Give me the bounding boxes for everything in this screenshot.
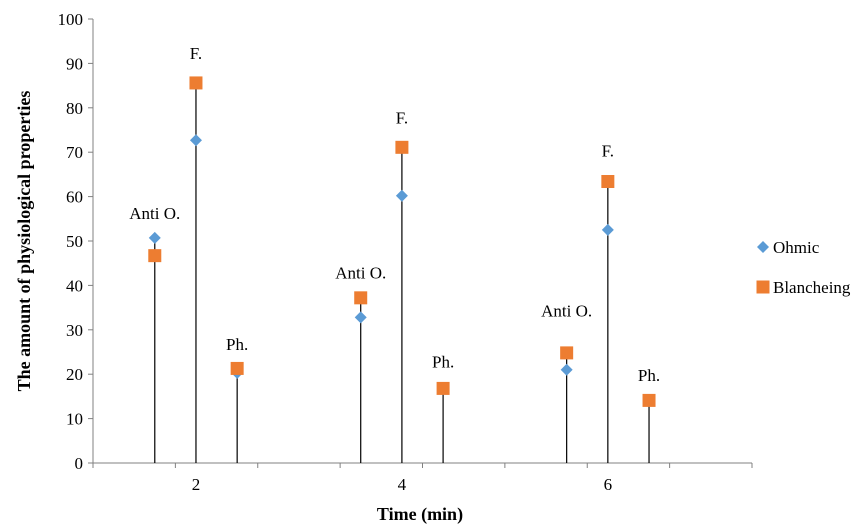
legend: Ohmic Blancheing — [756, 238, 851, 297]
y-axis-title: The amount of physiological properties — [14, 91, 34, 392]
ohmic-point — [601, 223, 614, 236]
ohmic-point — [189, 134, 202, 147]
annotation-label: Ph. — [432, 353, 454, 372]
annotation-label: Ph. — [638, 366, 660, 385]
blancheing-point — [642, 393, 656, 407]
y-tick-label: 0 — [75, 454, 84, 473]
y-tick-label: 100 — [58, 10, 84, 29]
y-tick-label: 20 — [66, 365, 83, 384]
blancheing-point — [148, 249, 162, 263]
y-tick-label: 50 — [66, 232, 83, 251]
y-tick-label: 30 — [66, 321, 83, 340]
blancheing-point — [189, 76, 203, 90]
legend-label-blancheing: Blancheing — [773, 278, 851, 297]
y-tick-label: 40 — [66, 276, 83, 295]
ohmic-point — [148, 231, 161, 244]
y-tick-label: 70 — [66, 143, 83, 162]
annotation-label: F. — [602, 142, 614, 161]
x-tick-label: 2 — [192, 475, 201, 494]
annotation-label: Anti O. — [335, 264, 386, 283]
axes: 0 10 20 30 40 50 60 70 80 90 100 2 4 6 — [58, 10, 753, 494]
ohmic-point — [560, 363, 573, 376]
y-tick-label: 60 — [66, 188, 83, 207]
x-tick-label: 6 — [604, 475, 613, 494]
legend-marker-ohmic — [757, 241, 769, 253]
blancheing-point — [560, 346, 574, 360]
blancheing-point — [354, 291, 368, 305]
annotations: Anti O. F. Ph. Anti O. F. Ph. Anti O. F. Ph. — [129, 44, 660, 385]
legend-marker-blancheing — [756, 280, 770, 294]
drop-lines — [154, 82, 650, 463]
blancheing-point — [601, 175, 615, 189]
annotation-label: Anti O. — [129, 204, 180, 223]
annotation-label: F. — [190, 44, 202, 63]
ohmic-point — [395, 189, 408, 202]
annotation-label: Ph. — [226, 335, 248, 354]
annotation-label: Anti O. — [541, 301, 592, 320]
legend-label-ohmic: Ohmic — [773, 238, 820, 257]
y-tick-label: 10 — [66, 410, 83, 429]
y-tick-label: 90 — [66, 54, 83, 73]
x-tick-label: 4 — [398, 475, 407, 494]
annotation-label: F. — [396, 108, 408, 127]
blancheing-point — [230, 361, 244, 375]
blancheing-point — [395, 140, 409, 154]
blancheing-point — [436, 381, 450, 395]
ohmic-point — [354, 311, 367, 324]
markers — [148, 76, 656, 407]
y-tick-label: 80 — [66, 99, 83, 118]
x-axis-title: Time (min) — [377, 504, 463, 525]
